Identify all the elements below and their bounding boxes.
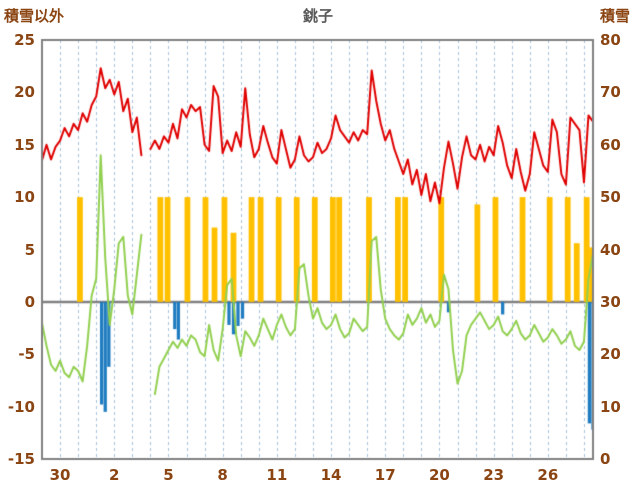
left-axis-tick-label: -15 — [7, 450, 35, 468]
right-axis-tick-label: 60 — [600, 135, 621, 154]
x-axis-tick-label: 5 — [163, 466, 174, 484]
right-axis-tick-label: 50 — [600, 188, 621, 207]
x-axis-tick-label: 14 — [320, 466, 342, 484]
right-axis-tick-label: 0 — [600, 450, 611, 468]
x-axis-tick-label: 17 — [374, 466, 396, 484]
x-axis-tick-label: 30 — [49, 466, 71, 484]
x-axis-tick-label: 26 — [537, 466, 559, 484]
x-axis-tick-label: 20 — [429, 466, 450, 484]
left-axis-tick-label: -10 — [7, 397, 35, 416]
left-axis-tick-label: 5 — [24, 240, 35, 259]
left-axis-tick-label: 10 — [14, 188, 35, 207]
left-axis-tick-label: 0 — [24, 292, 35, 311]
x-axis-tick-label: 2 — [109, 466, 120, 484]
left-axis-tick-label: 20 — [14, 83, 35, 102]
x-axis-tick-label: 11 — [266, 466, 288, 484]
right-axis-tick-label: 30 — [600, 292, 621, 311]
left-axis-tick-label: -5 — [18, 345, 35, 364]
right-axis-tick-label: 80 — [600, 31, 621, 49]
left-axis-tick-label: 25 — [14, 31, 35, 49]
left-axis-tick-label: 15 — [14, 135, 35, 154]
right-axis-tick-label: 70 — [600, 83, 621, 102]
x-axis-tick-label: 8 — [217, 466, 228, 484]
right-axis-tick-label: 40 — [600, 240, 621, 259]
right-axis-tick-label: 20 — [600, 345, 621, 364]
x-axis-tick-label: 23 — [483, 466, 505, 484]
right-axis-tick-label: 10 — [600, 397, 621, 416]
